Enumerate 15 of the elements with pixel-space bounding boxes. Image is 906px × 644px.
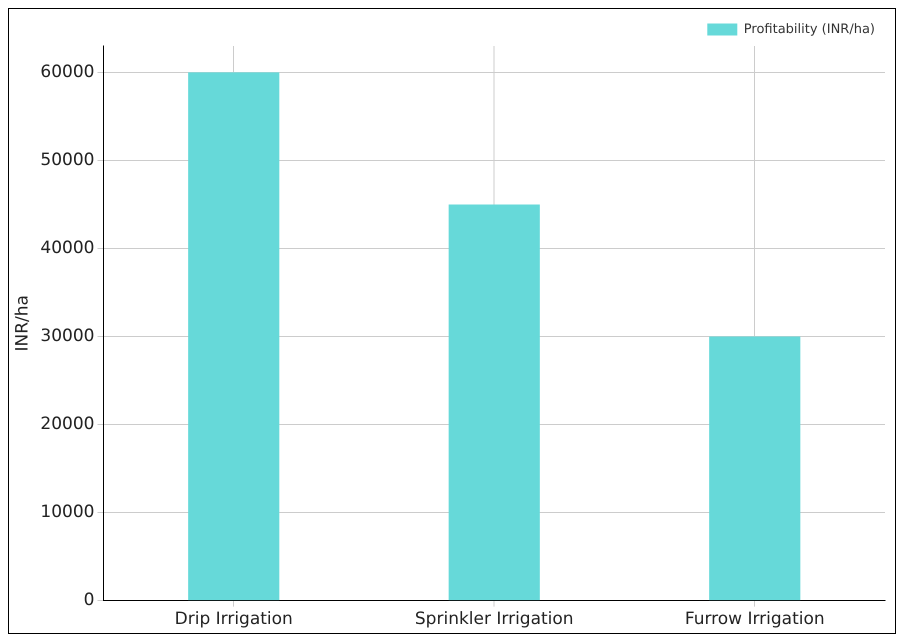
y-axis-title: INR/ha [12, 295, 33, 352]
y-tick-label: 60000 [40, 62, 94, 82]
y-tick-label: 40000 [40, 238, 94, 258]
bar [448, 204, 540, 600]
x-tick-label: Sprinkler Irrigation [414, 609, 574, 630]
bar [709, 336, 800, 600]
y-tick-label: 20000 [40, 414, 94, 434]
bar [188, 72, 280, 600]
y-tick-label: 10000 [40, 502, 94, 522]
x-tick-label: Furrow Irrigation [684, 609, 825, 630]
y-tick-label: 30000 [40, 326, 94, 346]
y-tick-label: 50000 [40, 150, 94, 170]
y-tick-label: 0 [84, 590, 94, 610]
legend-label: Profitability (INR/ha) [744, 22, 876, 37]
x-tick-label: Drip Irrigation [174, 609, 293, 630]
